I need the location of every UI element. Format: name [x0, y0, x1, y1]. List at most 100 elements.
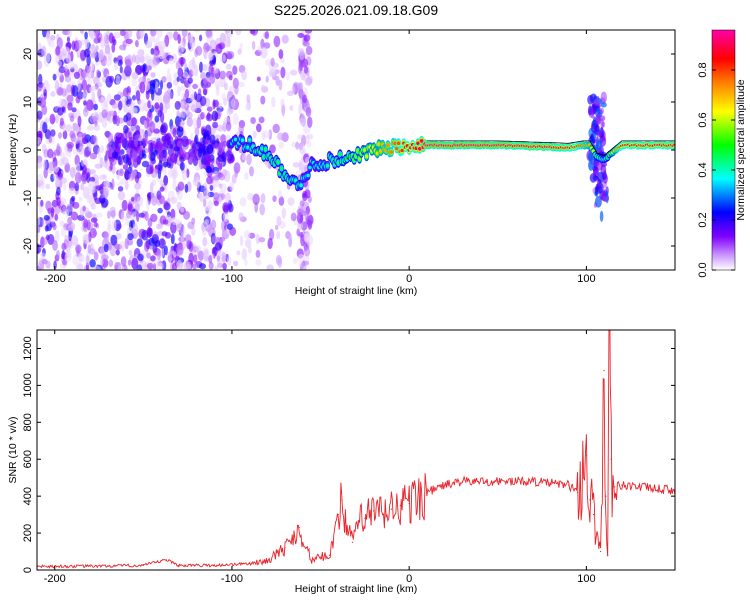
- spectrogram-cell: [266, 264, 274, 270]
- spectrogram-cell: [243, 230, 251, 239]
- spectrogram-cell: [252, 131, 257, 139]
- spectrogram-cell: [176, 219, 182, 231]
- spectrogram-cell: [96, 82, 103, 88]
- spectrogram-cell: [304, 30, 313, 34]
- spectrogram-cell: [52, 223, 57, 231]
- spectrogram-cell: [225, 63, 232, 70]
- snr-point: [165, 559, 167, 561]
- spectrogram-cell: [40, 199, 44, 207]
- snr-point: [607, 554, 609, 556]
- spectrogram-cell: [117, 181, 123, 187]
- ridge-trace: [426, 140, 675, 156]
- spectrogram-cell: [111, 151, 118, 159]
- spectrogram-cell: [182, 228, 187, 237]
- spectrogram-cell: [100, 145, 104, 154]
- spectrogram-cell: [146, 252, 151, 259]
- spectrogram-cell: [188, 252, 194, 265]
- snr-point: [399, 504, 401, 506]
- ridge-core: [379, 149, 383, 153]
- spectrogram-cell: [101, 254, 109, 261]
- spectrogram-cell: [58, 66, 66, 74]
- spectrogram-cell: [188, 83, 192, 94]
- spectrogram-cell: [90, 217, 98, 223]
- spectrogram-cell: [154, 115, 160, 123]
- spectrogram-cell: [131, 257, 139, 270]
- spectrogram-cell: [280, 66, 286, 79]
- spectrogram-cell: [180, 41, 185, 53]
- spectrogram-cell: [260, 46, 268, 59]
- spectrogram-cell: [232, 65, 238, 75]
- spectrogram-cell: [131, 78, 137, 87]
- spectrogram-cell: [72, 201, 80, 209]
- spectrogram-cell: [37, 225, 41, 233]
- spectrogram-cell: [234, 84, 239, 95]
- spectrogram-cell: [56, 196, 61, 207]
- spectrogram-cell: [130, 196, 135, 202]
- spectrogram-cell: [247, 193, 254, 201]
- spectrogram-cell: [222, 54, 226, 62]
- y-tick-label: 1200: [22, 336, 34, 360]
- spectrogram-cell: [304, 210, 309, 222]
- spectrogram-cell: [189, 38, 196, 49]
- spectrogram-cell: [44, 225, 49, 232]
- y-tick-label: 1000: [22, 373, 34, 397]
- spectrogram-cell: [137, 49, 143, 58]
- spectrogram-cell: [304, 189, 311, 199]
- spectrogram-cell: [246, 153, 252, 166]
- spectrogram-y-ticks: -20 -10 0 10 20: [22, 48, 675, 254]
- spectrogram-cell: [281, 132, 289, 143]
- spectrogram-cell: [67, 216, 72, 226]
- spectrogram-cell: [105, 181, 111, 193]
- spectrogram-cell: [277, 257, 283, 268]
- spectrogram-cell: [144, 211, 149, 222]
- spectrogram-cell: [93, 221, 98, 228]
- spectrogram-cell: [94, 180, 99, 186]
- spectrogram-cell: [176, 244, 184, 256]
- spectrogram-cell: [161, 76, 167, 83]
- spectrogram-cell: [170, 233, 175, 245]
- spectrogram-cell: [62, 183, 67, 191]
- spectrogram-cell: [236, 250, 241, 256]
- spectrogram-cell: [75, 261, 81, 270]
- snr-point: [89, 565, 91, 567]
- spectrogram-cell: [89, 176, 96, 183]
- spectrogram-cell: [300, 262, 307, 270]
- spectrogram-cell: [121, 137, 128, 148]
- ridge-core: [377, 142, 381, 146]
- spectrogram-cell: [145, 54, 149, 62]
- spectrogram-cell: [166, 82, 173, 89]
- spectrogram-cell: [86, 195, 94, 204]
- spectrogram-cell: [251, 40, 256, 51]
- spectrogram-cell: [305, 45, 313, 56]
- spectrogram-cell: [269, 228, 275, 241]
- spectrogram-cell: [103, 243, 109, 253]
- spectrogram-cell: [203, 88, 208, 96]
- spectrogram-cell: [43, 88, 48, 100]
- spectrogram-cell: [43, 159, 47, 171]
- spectrogram-cell: [83, 192, 89, 199]
- colorbar-tick-label: 0.8: [697, 62, 709, 77]
- spectrogram-cell: [175, 60, 181, 70]
- spectrogram-cell: [210, 66, 215, 78]
- spectrogram-cell: [37, 243, 40, 254]
- spectrogram-cell: [41, 45, 47, 57]
- spectrogram-cell: [281, 34, 289, 44]
- spectrogram-cell: [94, 163, 103, 169]
- spectrogram-cell: [64, 234, 69, 246]
- spectrogram-cell: [156, 140, 163, 151]
- spectrogram-cell: [74, 172, 82, 184]
- spectrogram-cell: [159, 102, 164, 113]
- y-tick-label: 0: [22, 147, 34, 153]
- spectrogram-cell: [93, 37, 100, 44]
- spectrogram-cell: [141, 138, 148, 147]
- spectrogram-cell: [222, 262, 227, 270]
- spectrogram-cell: [109, 75, 114, 83]
- spectrogram-cell: [205, 154, 212, 161]
- spectrogram-cell: [76, 39, 82, 50]
- spectrogram-cell: [209, 184, 214, 191]
- spectrogram-cell: [147, 37, 152, 48]
- ridge-core: [299, 183, 303, 187]
- spectrogram-cell: [214, 242, 222, 251]
- spectrogram-cell: [278, 141, 285, 149]
- ridge-core: [375, 151, 380, 156]
